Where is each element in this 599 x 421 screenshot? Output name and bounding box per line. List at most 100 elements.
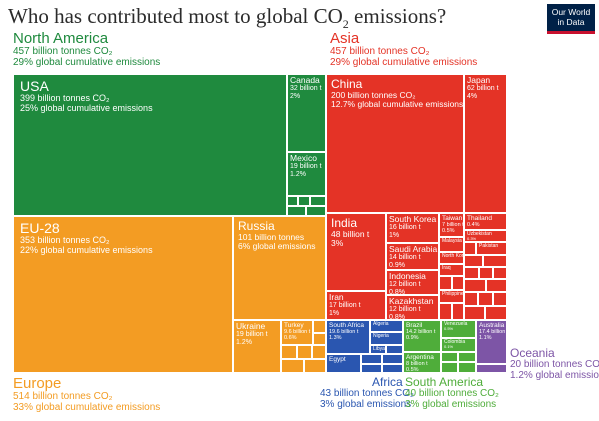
tile-ukraine[interactable]: Ukraine 19 billion t 1.2% — [233, 320, 281, 373]
tile-malaysia[interactable]: Malaysia — [439, 237, 464, 252]
tile-india[interactable]: India 48 billion t 3% — [326, 213, 386, 291]
tile-na-small-2[interactable] — [298, 196, 310, 206]
tile-af-small-3[interactable] — [382, 354, 403, 364]
tile-asia-small-16[interactable] — [464, 306, 485, 320]
tile-iraq[interactable]: Iraq — [439, 264, 464, 276]
tile-philippines[interactable]: Philippines — [439, 290, 464, 303]
tile-na-small-3[interactable] — [310, 196, 326, 206]
tile-af-small-5[interactable] — [382, 364, 403, 373]
tile-na-small-5[interactable] — [306, 206, 326, 216]
tile-asia-small-11[interactable] — [464, 292, 478, 306]
tile-north-korea[interactable]: North Korea — [439, 252, 464, 264]
tile-value-label: 48 billion t — [331, 229, 370, 239]
tile-pakistan[interactable]: Pakistan — [476, 242, 507, 255]
tile-colombia[interactable]: Colombia 0.1% — [441, 338, 476, 352]
tile-russia[interactable]: Russia 101 billion tonnes 6% global emissi… — [233, 216, 326, 320]
tile-eu-small-4[interactable] — [297, 345, 312, 359]
tile-south-africa[interactable]: South Africa 19.6 billion t 1.3% — [326, 320, 370, 354]
tile-sa-small-1[interactable] — [441, 352, 458, 362]
tile-name: Pakistan — [479, 243, 499, 249]
tile-asia-small-7[interactable] — [439, 276, 452, 290]
tile-asia-small-15[interactable] — [452, 303, 464, 320]
tile-asia-small-13[interactable] — [493, 292, 507, 306]
region-label-africa: Africa 43 billion tonnes CO₂ 3% global e… — [320, 376, 414, 410]
region-name: Asia — [330, 30, 360, 47]
tile-value-label: 25% global cumulative emissions — [20, 102, 153, 113]
tile-egypt[interactable]: Egypt — [326, 354, 361, 373]
tile-south-korea[interactable]: South Korea 16 billion t 1% — [386, 213, 439, 243]
title-text: Who has contributed most to global CO — [8, 4, 343, 28]
tile-eu-small-2[interactable] — [313, 333, 326, 345]
tile-venezuela[interactable]: Venezuela 0.5% — [441, 320, 476, 338]
tile-eu-small-7[interactable] — [304, 359, 326, 373]
tile-uzbekistan[interactable]: Uzbekistan 0.3% — [464, 230, 507, 242]
tile-australia[interactable]: Australia 17.4 billion t 1.1% — [476, 320, 507, 364]
tile-value-label: 200 billion tonnes CO₂ — [331, 90, 416, 100]
tile-argentina[interactable]: Argentina 8 billion t 0.5% — [403, 352, 441, 373]
tile-value-label: 16 billion t — [389, 224, 421, 231]
tile-usa[interactable]: USA 399 billion tonnes CO₂ 25% global cumu… — [13, 74, 287, 216]
tile-taiwan[interactable]: Taiwan 7 billion t 0.5% — [439, 213, 464, 237]
tile-mexico[interactable]: Mexico 19 billion t 1.2% — [287, 152, 326, 196]
tile-eu-small-1[interactable] — [313, 320, 326, 333]
tile-sa-small-4[interactable] — [458, 362, 476, 373]
tile-eu-small-6[interactable] — [281, 359, 304, 373]
tile-asia-small-12[interactable] — [478, 292, 493, 306]
tile-japan[interactable]: Japan 62 billion t 4% — [464, 74, 507, 213]
title-tail: emissions? — [348, 4, 447, 28]
tile-asia-small-1[interactable] — [464, 242, 476, 255]
tile-asia-small-4[interactable] — [464, 267, 479, 279]
tile-brazil[interactable]: Brazil 14.2 billion t 0.9% — [403, 320, 441, 352]
tile-asia-small-9[interactable] — [464, 279, 486, 292]
tile-oc-small-1[interactable] — [476, 364, 507, 373]
tile-value-label: 0.8% — [389, 313, 405, 320]
tile-name: Brazil — [406, 322, 423, 329]
tile-na-small-4[interactable] — [287, 206, 306, 216]
tile-value-label: 1% — [329, 309, 340, 317]
tile-asia-small-8[interactable] — [452, 276, 464, 290]
tile-asia-small-2[interactable] — [464, 255, 483, 267]
region-total: 20 billion tonnes CO₂ — [510, 359, 599, 370]
tile-indonesia[interactable]: Indonesia 12 billion t 0.8% — [386, 270, 439, 295]
tile-value-label: 0.5% — [406, 367, 419, 373]
our-world-in-data-logo[interactable]: Our World in Data — [547, 4, 595, 34]
tile-na-small-1[interactable] — [287, 196, 298, 206]
tile-china[interactable]: China 200 billion tonnes CO₂ 12.7% global … — [326, 74, 464, 213]
tile-thailand[interactable]: Thailand 0.4% — [464, 213, 507, 230]
tile-af-small-1[interactable] — [386, 345, 403, 354]
tile-eu-28[interactable]: EU-28 353 billion tonnes CO₂ 22% global cu… — [13, 216, 233, 373]
tile-eu-small-3[interactable] — [281, 345, 297, 359]
tile-nigeria[interactable]: Nigeria — [370, 332, 403, 345]
tile-sa-small-3[interactable] — [441, 362, 458, 373]
tile-value-label: 4% — [467, 92, 478, 100]
tile-name: Algeria — [373, 321, 389, 327]
tile-name: Russia — [238, 219, 275, 233]
tile-af-small-4[interactable] — [361, 364, 382, 373]
tile-iran[interactable]: Iran 17 billion t 1% — [326, 291, 386, 320]
tile-name: Iraq — [442, 265, 451, 271]
logo-line-1: Our World — [551, 7, 591, 17]
tile-asia-small-3[interactable] — [483, 255, 507, 267]
tile-libya[interactable]: Libya — [370, 345, 386, 354]
tile-eu-small-5[interactable] — [312, 345, 326, 359]
tile-name: Uzbekistan — [467, 231, 492, 237]
tile-name: Malaysia — [442, 238, 462, 244]
tile-value-label: 17.4 billion t — [479, 329, 507, 335]
tile-value-label: 9.6 billion t — [284, 329, 311, 335]
tile-asia-small-6[interactable] — [493, 267, 507, 279]
tile-value-label: 1.2% — [236, 338, 252, 346]
region-total: 514 billion tonnes CO₂ — [13, 391, 113, 402]
tile-canada[interactable]: Canada 32 billion t 2% — [287, 74, 326, 152]
tile-turkey[interactable]: Turkey 9.6 billion t 0.6% — [281, 320, 313, 345]
tile-asia-small-14[interactable] — [439, 303, 452, 320]
tile-value-label: 0.6% — [284, 335, 297, 342]
tile-value-label: 12 billion t — [389, 281, 421, 288]
tile-saudi-arabia[interactable]: Saudi Arabia 14 billion t 0.9% — [386, 243, 439, 270]
tile-asia-small-17[interactable] — [485, 306, 507, 320]
tile-algeria[interactable]: Algeria — [370, 320, 403, 332]
tile-asia-small-10[interactable] — [486, 279, 507, 292]
tile-kazakhstan[interactable]: Kazakhstan 12 billion t 0.8% — [386, 295, 439, 320]
tile-af-small-2[interactable] — [361, 354, 382, 364]
tile-asia-small-5[interactable] — [479, 267, 493, 279]
tile-sa-small-2[interactable] — [458, 352, 476, 362]
